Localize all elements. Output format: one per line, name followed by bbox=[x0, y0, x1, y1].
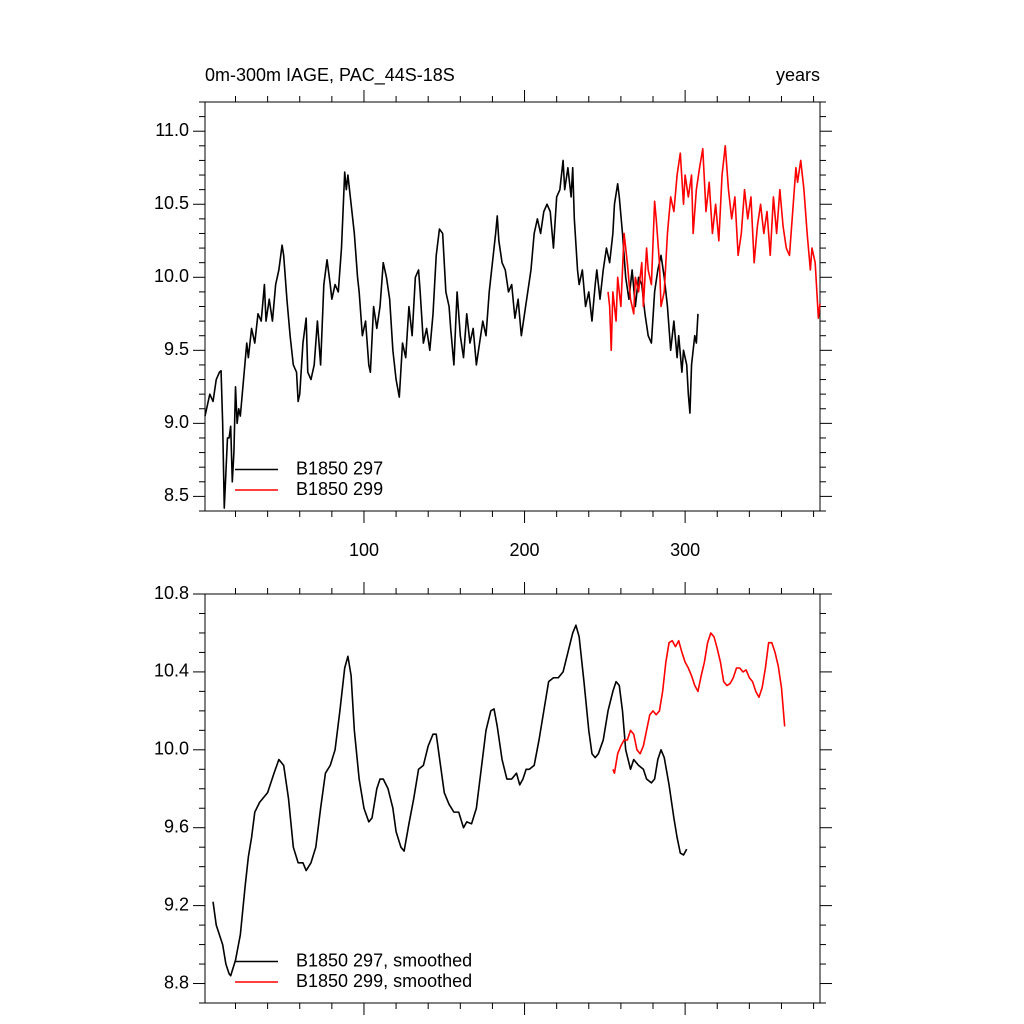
x-tick-label: 300 bbox=[670, 540, 700, 560]
data-line bbox=[212, 624, 688, 977]
y-tick-label: 9.6 bbox=[164, 816, 189, 836]
legend-label: B1850 297, smoothed bbox=[296, 950, 472, 970]
units-label: years bbox=[776, 65, 820, 85]
chart-title: 0m-300m IAGE, PAC_44S-18S bbox=[205, 65, 455, 86]
y-tick-label: 10.8 bbox=[154, 583, 189, 603]
data-line bbox=[204, 159, 699, 509]
data-line bbox=[607, 145, 821, 352]
y-tick-label: 10.4 bbox=[154, 661, 189, 681]
y-tick-label: 10.0 bbox=[154, 266, 189, 286]
plot-frame bbox=[204, 101, 821, 512]
legend-label: B1850 299 bbox=[296, 479, 383, 499]
y-tick-label: 10.0 bbox=[154, 739, 189, 759]
y-tick-label: 11.0 bbox=[155, 120, 189, 140]
y-tick-label: 8.8 bbox=[164, 972, 189, 992]
y-tick-label: 9.0 bbox=[164, 412, 189, 432]
y-tick-label: 9.2 bbox=[164, 894, 189, 914]
y-tick-label: 10.5 bbox=[154, 193, 189, 213]
plot-frame bbox=[204, 593, 821, 1004]
x-tick-label: 200 bbox=[510, 540, 540, 560]
y-tick-label: 8.5 bbox=[164, 485, 189, 505]
legend-label: B1850 297 bbox=[296, 458, 383, 478]
x-tick-label: 100 bbox=[349, 540, 379, 560]
data-line bbox=[612, 632, 786, 774]
y-tick-label: 9.5 bbox=[164, 339, 189, 359]
legend-label: B1850 299, smoothed bbox=[296, 971, 472, 991]
